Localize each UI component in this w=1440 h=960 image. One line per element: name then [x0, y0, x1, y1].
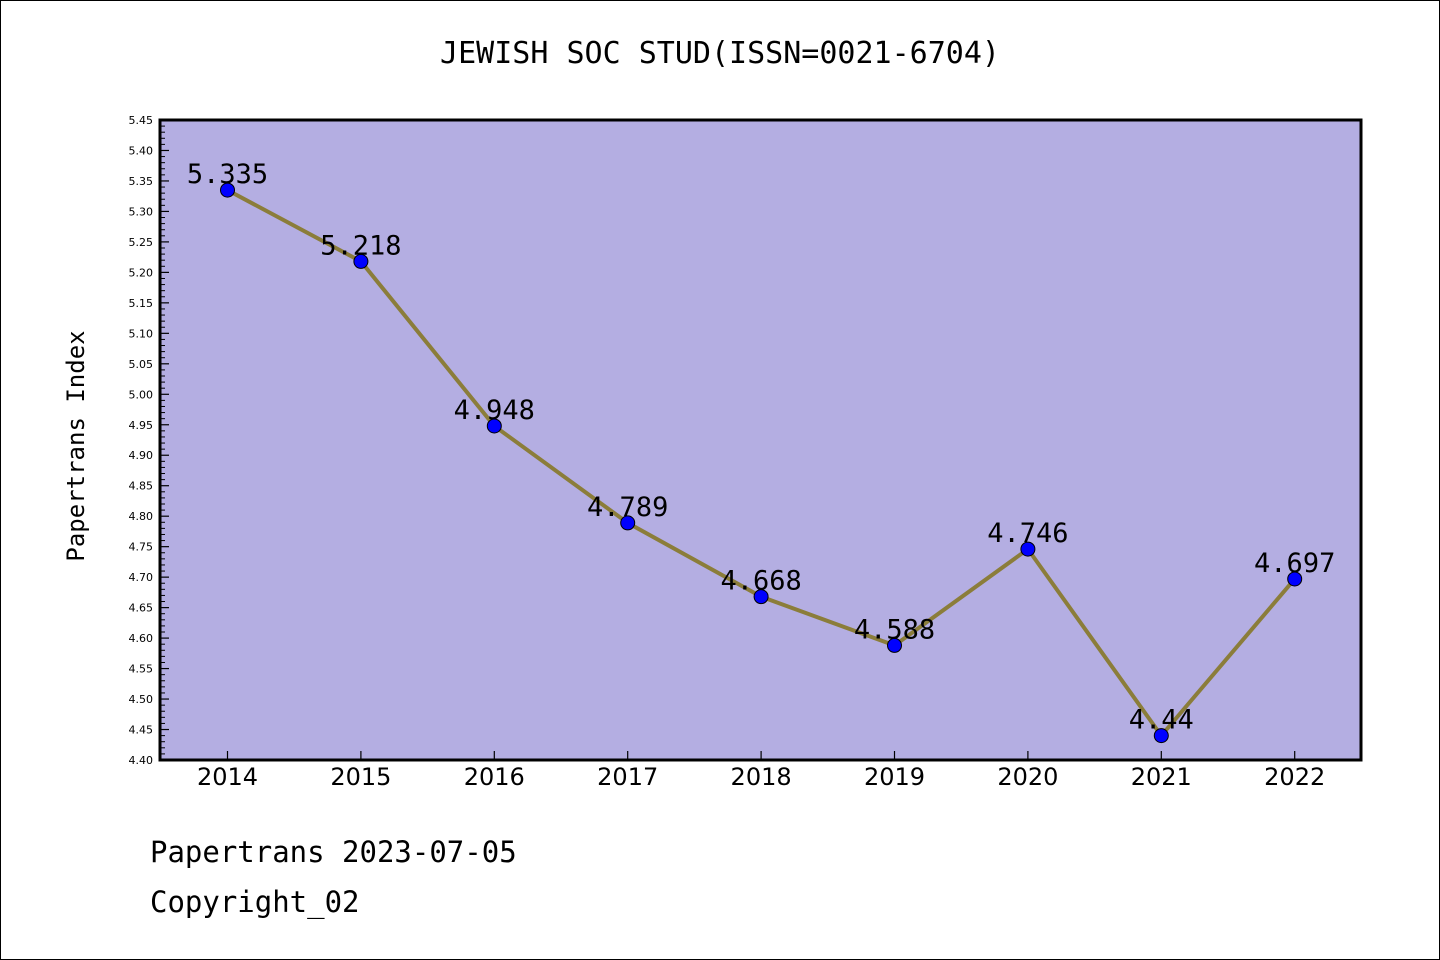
data-label: 4.44	[1129, 705, 1194, 736]
plot-area	[160, 120, 1361, 760]
data-label: 5.218	[320, 230, 401, 261]
footer-date: Papertrans 2023-07-05	[150, 835, 517, 869]
x-axis-ticks: 2014 2015 2016 2017 2018 2019 2020 2021 2022	[197, 751, 1325, 791]
x-tick-label: 2018	[731, 763, 792, 791]
data-label: 4.697	[1254, 548, 1335, 579]
data-point	[620, 515, 636, 531]
plot-border	[158, 118, 1363, 762]
y-tick-label: 5.00	[129, 388, 154, 401]
data-point	[1287, 571, 1303, 587]
x-tick-label: 2022	[1264, 763, 1325, 791]
data-label: 4.668	[720, 566, 801, 597]
y-tick-label: 5.45	[129, 114, 154, 127]
data-point	[1020, 541, 1036, 557]
y-tick-label: 5.15	[129, 297, 154, 310]
x-tick-label: 2015	[330, 763, 391, 791]
y-tick-label: 4.70	[129, 571, 154, 584]
y-tick-label: 4.45	[129, 724, 154, 737]
y-tick-label: 5.30	[129, 205, 154, 218]
footer-copyright: Copyright_02	[150, 885, 360, 919]
data-label: 5.335	[187, 159, 268, 190]
y-tick-label: 4.50	[129, 693, 154, 706]
data-point	[220, 182, 235, 198]
y-tick-label: 4.40	[129, 754, 154, 767]
y-tick-label: 5.20	[129, 266, 154, 279]
y-tick-label: 5.05	[129, 358, 154, 371]
y-tick-label: 4.80	[129, 510, 154, 523]
y-tick-label: 4.60	[129, 632, 154, 645]
y-tick-label: 5.40	[129, 144, 154, 157]
data-point	[1153, 728, 1169, 744]
data-labels: 5.335 5.218 4.948 4.789 4.668 4.588 4.746 4.44 4…	[187, 159, 1335, 736]
data-label: 4.588	[854, 614, 935, 645]
x-tick-label: 2019	[864, 763, 925, 791]
y-tick-label: 4.95	[129, 419, 154, 432]
data-markers	[220, 182, 1303, 744]
y-tick-label: 4.75	[129, 541, 154, 554]
y-tick-label: 4.90	[129, 449, 154, 462]
y-tick-label: 5.35	[129, 175, 154, 188]
y-tick-label: 4.65	[129, 602, 154, 615]
data-label: 4.948	[454, 395, 535, 426]
data-label: 4.789	[587, 492, 668, 523]
data-point	[887, 637, 902, 653]
y-tick-label: 5.25	[129, 236, 154, 249]
y-tick-label: 4.85	[129, 480, 154, 493]
data-point	[753, 589, 769, 605]
x-tick-label: 2016	[464, 763, 525, 791]
x-tick-label: 2014	[197, 763, 258, 791]
y-tick-label: 5.10	[129, 327, 154, 340]
x-tick-label: 2020	[997, 763, 1058, 791]
y-tick-label: 4.55	[129, 663, 154, 676]
data-label: 4.746	[987, 518, 1068, 549]
data-point	[486, 418, 502, 434]
data-point	[353, 253, 369, 269]
x-tick-label: 2017	[597, 763, 658, 791]
x-tick-label: 2021	[1131, 763, 1192, 791]
chart-title: JEWISH SOC STUD(ISSN=0021-6704)	[440, 36, 1000, 71]
